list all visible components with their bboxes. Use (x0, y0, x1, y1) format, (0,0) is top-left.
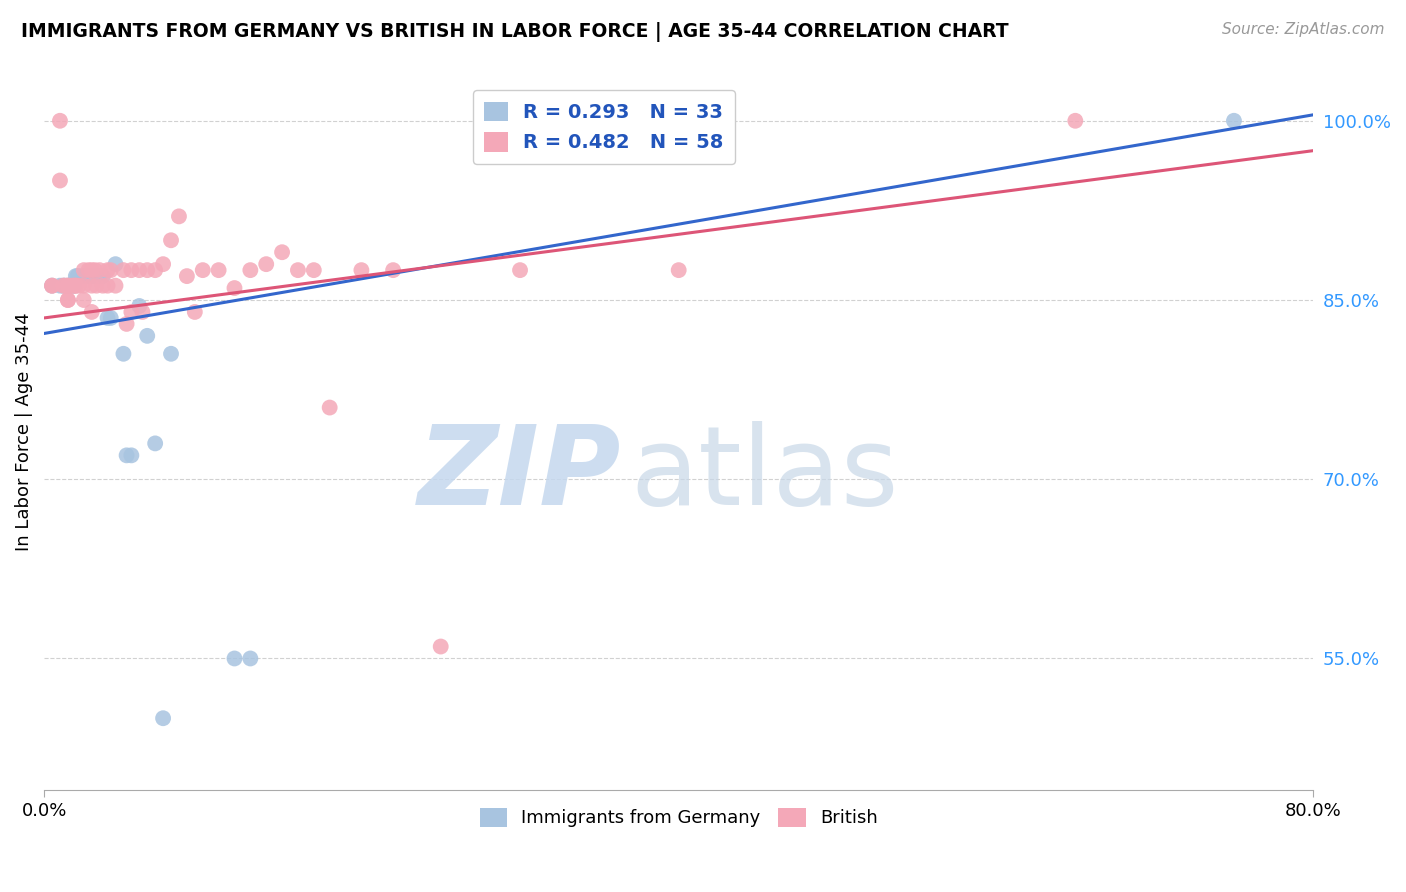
Point (152, 711, 174, 725)
Point (143, 263, 166, 277)
Point (52, 278, 75, 293)
Point (104, 278, 127, 293)
Point (80, 278, 103, 293)
Legend: Immigrants from Germany, British: Immigrants from Germany, British (472, 801, 884, 835)
Point (41, 278, 63, 293)
Point (56, 278, 79, 293)
Point (73, 293, 96, 307)
Point (83, 263, 105, 277)
Point (120, 305, 142, 319)
Point (73, 269, 96, 284)
Text: Source: ZipAtlas.com: Source: ZipAtlas.com (1222, 22, 1385, 37)
Point (89, 269, 111, 284)
Text: atlas: atlas (630, 421, 898, 528)
Point (77, 263, 100, 277)
Point (271, 245, 294, 260)
Point (429, 640, 451, 654)
Point (136, 329, 159, 343)
Point (91, 278, 114, 293)
Point (58, 278, 80, 293)
Point (52, 278, 75, 293)
Point (382, 263, 405, 277)
Point (287, 263, 309, 277)
Point (115, 317, 138, 331)
Point (97, 263, 120, 277)
Point (668, 263, 690, 277)
Point (86, 269, 108, 284)
Point (115, 448, 138, 462)
Point (128, 263, 150, 277)
Point (302, 263, 325, 277)
Point (49, 278, 72, 293)
Point (73, 263, 96, 277)
Point (41, 278, 63, 293)
Point (62, 278, 84, 293)
Point (77, 269, 100, 284)
Point (67, 269, 90, 284)
Point (80, 305, 103, 319)
Point (91, 269, 114, 284)
Point (80, 269, 103, 284)
Point (239, 263, 262, 277)
Text: IMMIGRANTS FROM GERMANY VS BRITISH IN LABOR FORCE | AGE 35-44 CORRELATION CHART: IMMIGRANTS FROM GERMANY VS BRITISH IN LA… (21, 22, 1008, 42)
Point (1064, 113, 1087, 128)
Point (112, 347, 135, 361)
Point (83, 269, 105, 284)
Point (75, 269, 97, 284)
Point (160, 233, 183, 247)
Point (136, 263, 159, 277)
Point (100, 263, 122, 277)
Point (509, 263, 531, 277)
Point (62, 278, 84, 293)
Point (239, 651, 262, 665)
Point (176, 269, 198, 284)
Point (207, 263, 229, 277)
Point (63, 278, 86, 293)
Point (56, 293, 79, 307)
Point (53, 278, 76, 293)
Point (63, 278, 86, 293)
Point (1223, 113, 1246, 128)
Point (131, 305, 153, 319)
Point (56, 278, 79, 293)
Point (100, 310, 122, 325)
Point (128, 299, 150, 313)
Point (66, 269, 89, 284)
Point (65, 269, 87, 284)
Point (120, 263, 142, 277)
Point (65, 278, 87, 293)
Point (53, 278, 76, 293)
Point (104, 257, 127, 271)
Point (80, 263, 103, 277)
Y-axis label: In Labor Force | Age 35-44: In Labor Force | Age 35-44 (15, 312, 32, 550)
Point (56, 278, 79, 293)
Point (56, 293, 79, 307)
Point (112, 263, 135, 277)
Point (86, 278, 108, 293)
Point (97, 310, 120, 325)
Point (65, 278, 87, 293)
Point (152, 257, 174, 271)
Point (49, 173, 72, 187)
Text: ZIP: ZIP (418, 421, 621, 528)
Point (184, 305, 207, 319)
Point (97, 278, 120, 293)
Point (67, 278, 90, 293)
Point (49, 113, 72, 128)
Point (191, 263, 214, 277)
Point (167, 210, 190, 224)
Point (41, 278, 63, 293)
Point (73, 278, 96, 293)
Point (89, 263, 111, 277)
Point (318, 401, 340, 415)
Point (224, 281, 246, 295)
Point (160, 347, 183, 361)
Point (143, 436, 166, 450)
Point (350, 263, 373, 277)
Point (224, 651, 246, 665)
Point (120, 448, 142, 462)
Point (254, 257, 277, 271)
